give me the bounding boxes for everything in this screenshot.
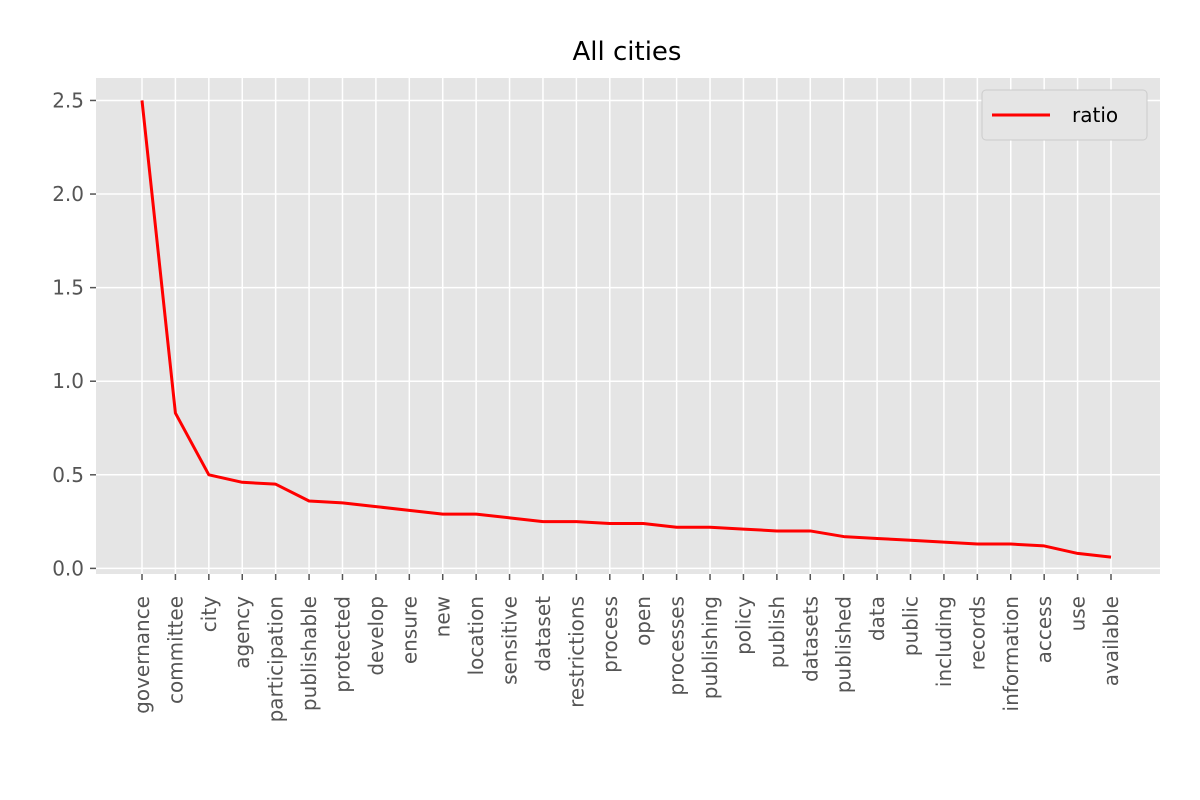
x-tick-label: agency (230, 596, 254, 669)
x-tick-label: new (431, 596, 455, 637)
x-tick-label: public (899, 596, 923, 656)
x-tick-label: access (1032, 596, 1056, 663)
x-tick-label: participation (264, 596, 288, 722)
x-tick-label: use (1066, 596, 1090, 631)
x-tick-label: committee (163, 596, 187, 704)
grid (96, 78, 1160, 574)
x-tick-label: dataset (531, 596, 555, 672)
y-tick-label: 1.0 (52, 369, 84, 393)
chart-title: All cities (573, 37, 682, 67)
x-tick-label: ensure (397, 596, 421, 664)
x-tick-label: process (598, 596, 622, 673)
x-tick-label: data (865, 596, 889, 641)
x-tick-label: policy (731, 596, 755, 655)
x-tick-label: location (464, 596, 488, 675)
x-tick-label: information (999, 596, 1023, 711)
x-tick-label: protected (330, 596, 354, 693)
x-tick-label: records (965, 596, 989, 670)
y-tick-label: 2.0 (52, 182, 84, 206)
legend: ratio (981, 89, 1148, 141)
x-tick-label: sensitive (498, 596, 522, 685)
series-layer (140, 100, 1112, 559)
series-line-ratio (140, 100, 1112, 559)
x-tick-label: restrictions (564, 596, 588, 708)
x-tick-label: available (1099, 596, 1123, 686)
x-tick-label: city (197, 596, 221, 632)
x-tick-label: datasets (798, 596, 822, 682)
x-tick-label: open (631, 596, 655, 646)
x-tick-label: governance (130, 596, 154, 714)
x-tick-label: develop (364, 596, 388, 676)
y-tick-label: 1.5 (52, 276, 84, 300)
x-tick-label: publishable (297, 596, 321, 711)
legend-box (981, 89, 1148, 141)
x-tick-label: including (932, 596, 956, 687)
y-tick-label: 2.5 (52, 88, 84, 112)
x-tick-label: publish (765, 596, 789, 668)
axis-ticks: 0.0 0.5 1.0 1.5 2.0 2.5 governance committee cit… (52, 88, 1123, 722)
plot-area (96, 78, 1160, 574)
legend-label-ratio: ratio (1072, 103, 1118, 127)
x-tick-label: processes (665, 596, 689, 696)
y-tick-label: 0.5 (52, 463, 84, 487)
x-tick-label: publishing (698, 596, 722, 699)
y-tick-label: 0.0 (52, 556, 84, 580)
x-tick-label: published (832, 596, 856, 693)
